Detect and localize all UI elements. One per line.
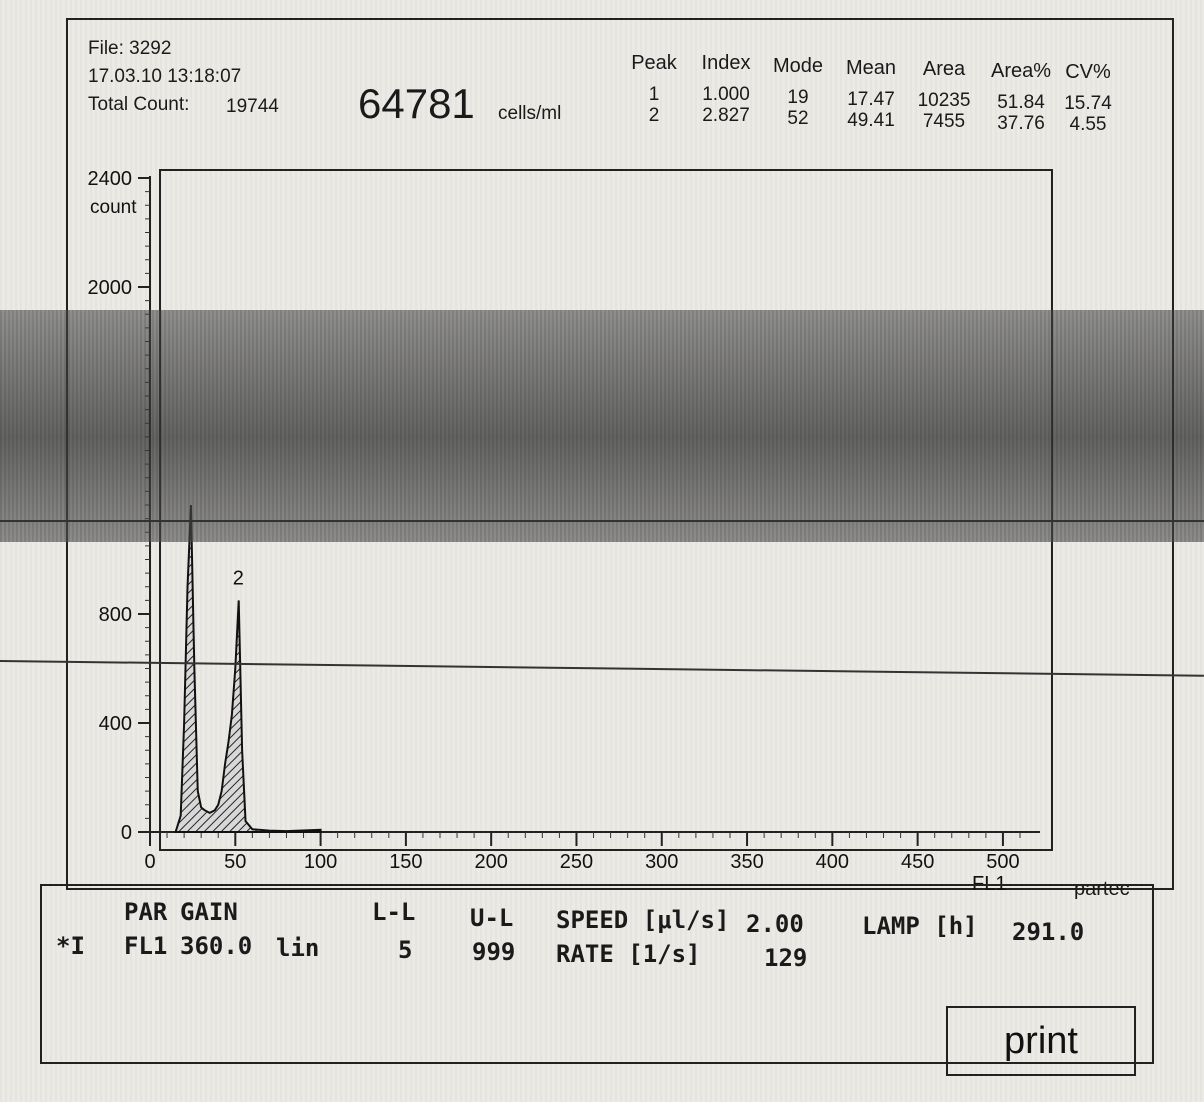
scan-line [0, 520, 1204, 522]
speed-value: 2.00 [746, 910, 804, 938]
total-count-label: Total Count: [88, 94, 190, 115]
concentration-value: 64781 [358, 80, 475, 127]
y-tick-label: 0 [121, 822, 132, 844]
brand-label: partec [1074, 878, 1130, 900]
lamp-label: LAMP [h] [862, 912, 978, 940]
plot-area [159, 169, 1053, 851]
y-tick-label: 2000 [88, 277, 133, 299]
ul-label: U-L [470, 904, 514, 932]
stats-cell: 52 [787, 108, 809, 129]
x-tick-label: 250 [560, 851, 593, 873]
print-button[interactable]: print [946, 1006, 1136, 1076]
stats-header: Mean [845, 57, 897, 79]
ll-label: L-L [372, 898, 416, 926]
ll-value: 5 [398, 936, 413, 964]
gain-label: GAIN [180, 898, 238, 926]
x-tick-label: 350 [730, 851, 763, 873]
stats-header: Index [701, 52, 751, 74]
x-tick-label: 0 [144, 851, 155, 873]
ul-value: 999 [472, 938, 516, 966]
stats-col-area: Area 10235 7455 [912, 58, 976, 132]
x-tick-label: 500 [986, 851, 1019, 873]
stats-col-mean: Mean 17.47 49.41 [838, 57, 904, 131]
x-tick-label: 450 [901, 851, 934, 873]
stats-cell: 7455 [922, 111, 966, 132]
stats-cell: 51.84 [997, 92, 1045, 113]
rate-value: 129 [764, 944, 808, 972]
speed-label: SPEED [μl/s] [556, 906, 730, 934]
stats-cell: 19 [787, 87, 809, 108]
x-tick-label: 200 [474, 851, 507, 873]
file-label: File: 3292 [88, 38, 172, 59]
y-tick-label: 800 [99, 604, 132, 626]
stats-header: CV% [1065, 61, 1111, 83]
stats-col-cv-percent: CV% 15.74 4.55 [1058, 61, 1118, 135]
peak-label: 2 [233, 567, 244, 589]
stats-cell: 17.47 [847, 89, 895, 110]
stats-col-index: Index 1.000 2.827 [694, 52, 758, 126]
stats-col-mode: Mode 19 52 [766, 55, 830, 129]
concentration-units: cells/ml [498, 103, 562, 124]
datetime: 17.03.10 13:18:07 [88, 66, 242, 87]
stats-col-area-percent: Area% 51.84 37.76 [984, 60, 1058, 134]
y-tick-label: 400 [99, 713, 132, 735]
stats-cell: 15.74 [1064, 93, 1112, 114]
stats-cell: 49.41 [847, 110, 895, 131]
stats-cell: 1.000 [702, 84, 750, 105]
stats-cell: 37.76 [997, 113, 1045, 134]
channel-value: FL1 [124, 932, 168, 960]
stats-header: Peak [631, 52, 677, 74]
y-tick-label: 2400 [88, 168, 133, 190]
scale-value: lin [276, 934, 320, 962]
stats-cell: 1 [648, 84, 660, 105]
stats-header: Area [922, 58, 966, 80]
stats-cell: 10235 [917, 90, 971, 111]
stats-cell: 2 [648, 105, 660, 126]
rate-label: RATE [1/s] [556, 940, 701, 968]
stats-col-peak: Peak 1 2 [624, 52, 684, 126]
row-marker: *I [56, 932, 85, 960]
gain-value: 360.0 [180, 932, 253, 960]
stats-cell: 2.827 [702, 105, 750, 126]
y-axis-ticks: 0 400 800 2000 2400 [88, 168, 150, 844]
par-label: PAR [124, 898, 168, 926]
x-tick-label: 400 [816, 851, 849, 873]
total-count-value: 19744 [226, 96, 279, 117]
x-tick-label: 300 [645, 851, 678, 873]
stats-header: Mode [772, 55, 824, 77]
x-tick-label: 100 [304, 851, 337, 873]
x-axis-ticks: 0 50 100 150 200 250 300 350 400 450 500 [144, 832, 1020, 873]
settings-panel [40, 884, 1154, 1064]
y-axis-label: count [90, 197, 137, 218]
histogram-area [174, 504, 322, 833]
stats-cell: 4.55 [1069, 114, 1107, 135]
x-tick-label: 50 [224, 851, 246, 873]
lamp-value: 291.0 [1012, 918, 1085, 946]
stats-header: Area% [990, 60, 1052, 82]
x-tick-label: 150 [389, 851, 422, 873]
